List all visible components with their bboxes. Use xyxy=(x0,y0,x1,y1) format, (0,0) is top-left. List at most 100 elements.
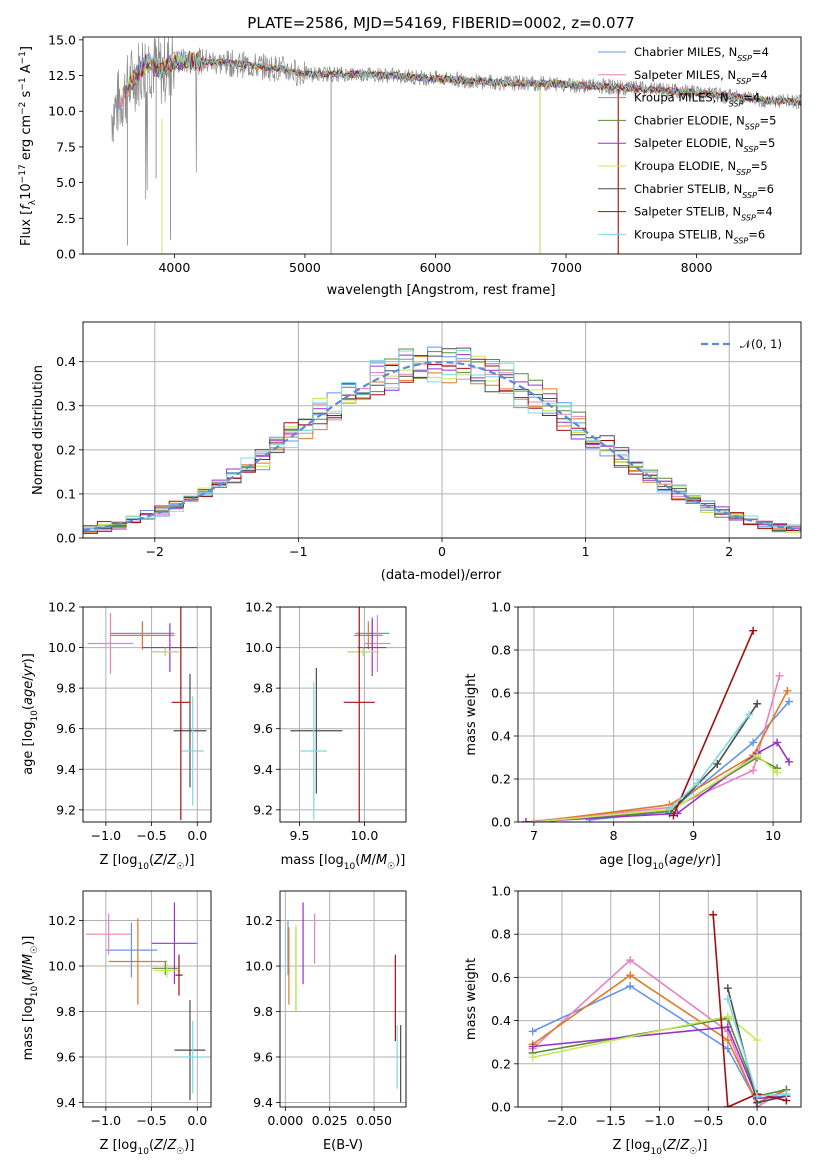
mass-weight-marker xyxy=(749,738,758,747)
mass-weight-line-salpeter-stelib xyxy=(712,914,787,1107)
residuals-frame xyxy=(82,321,802,539)
x-tick-label: 8 xyxy=(610,828,618,843)
y-tick-label: 15.0 xyxy=(48,32,76,47)
mass-weight-line-chabrier-miles xyxy=(589,701,790,821)
y-tick-label: 0.4 xyxy=(491,729,511,744)
x-tick-label: 0.025 xyxy=(312,1113,348,1128)
mass-weight-vs-Z-lines xyxy=(528,910,791,1107)
data-spectrum-line xyxy=(111,37,801,200)
y-tick-label: 9.8 xyxy=(56,681,76,696)
mass-vs-Z-frame xyxy=(82,890,212,1108)
legend-label: Kroupa MILES, NSSP=4 xyxy=(634,91,760,109)
x-tick-label: 6000 xyxy=(420,260,452,275)
y-tick-label: 0.1 xyxy=(56,486,76,501)
y-tick-label: 0.4 xyxy=(56,354,76,369)
mass-vs-ebv-points xyxy=(287,902,402,1103)
y-tick-label: 10.0 xyxy=(245,959,273,974)
mass-weight-marker xyxy=(693,779,702,788)
mass-weight-marker xyxy=(753,751,762,760)
y-tick-label: 10.0 xyxy=(48,104,76,119)
mass-weight-marker xyxy=(782,1090,791,1099)
mass-weight-vs-age-lines xyxy=(521,626,794,822)
age-vs-Z-points xyxy=(87,607,207,820)
mass-weight-marker xyxy=(529,818,538,822)
mass-weight-marker xyxy=(749,766,758,775)
spectrum-frame xyxy=(82,36,802,255)
x-tick-label: 10.0 xyxy=(351,828,379,843)
mass-weight-marker xyxy=(723,1103,732,1107)
mass-ylabel: mass [log10(M/M☉)] xyxy=(21,936,40,1061)
y-tick-label: 0.4 xyxy=(491,1013,511,1028)
x-tick-label: 0 xyxy=(438,544,446,559)
residuals-ylabel: Normed distribution xyxy=(31,365,46,495)
y-tick-label: 10.2 xyxy=(48,600,76,615)
y-tick-label: 0.2 xyxy=(491,772,511,787)
mass-weight-marker xyxy=(528,1042,537,1051)
x-tick-label: 8000 xyxy=(681,260,713,275)
mass-weight-line-salpeter-stelib xyxy=(672,630,754,816)
y-tick-label: 0.2 xyxy=(56,442,76,457)
legend-label: Salpeter ELODIE, NSSP=5 xyxy=(634,136,775,154)
mass-weight-marker xyxy=(753,1036,762,1045)
residuals-xlabel: (data-model)/error xyxy=(381,568,502,583)
mass-weight-marker xyxy=(723,1036,732,1045)
x-tick-label: −1.0 xyxy=(91,828,121,843)
mass-weight-vs-age-ylabel: mass weight xyxy=(464,673,479,755)
y-tick-label: 0.0 xyxy=(56,531,76,546)
mass-weight-line-kroupa-miles xyxy=(533,690,789,822)
mass-vs-Z-xlabel: Z [log10(Z/Z☉)] xyxy=(100,1138,195,1157)
x-tick-label: 10 xyxy=(765,828,781,843)
x-tick-label: −1 xyxy=(289,544,307,559)
x-tick-label: −2.0 xyxy=(547,1113,577,1128)
ebv-xlabel: E(B-V) xyxy=(323,1138,363,1153)
x-tick-label: 9.5 xyxy=(290,828,310,843)
x-tick-label: 0.0 xyxy=(187,828,207,843)
mass-weight-marker xyxy=(785,757,794,766)
mass-vs-ebv-axes: 0.000 0.025 0.050 9.4 9.6 9.8 10.0 10.2 xyxy=(245,891,406,1128)
y-tick-label: 9.4 xyxy=(56,762,76,777)
y-tick-label: 0.0 xyxy=(56,247,76,262)
y-tick-label: 0.8 xyxy=(491,643,511,658)
y-tick-label: 9.6 xyxy=(56,721,76,736)
y-tick-label: 0.0 xyxy=(491,815,511,830)
mass-weight-marker xyxy=(745,710,754,719)
y-tick-label: 7.5 xyxy=(56,139,76,154)
age-vs-mass-frame xyxy=(279,606,407,823)
y-tick-label: 9.8 xyxy=(56,1004,76,1019)
x-tick-label: 5000 xyxy=(289,260,321,275)
mass-weight-line-kroupa-elodie xyxy=(533,754,778,822)
mass-weight-line-chabrier-elodie xyxy=(533,756,778,822)
y-tick-label: 9.8 xyxy=(253,681,273,696)
x-tick-label: 0.050 xyxy=(356,1113,392,1128)
mass-weight-marker xyxy=(773,768,782,777)
mw-age-xlabel: age [log10(age/yr)] xyxy=(599,853,721,872)
spectrum-traces xyxy=(111,37,801,254)
legend-label: Chabrier STELIB, NSSP=6 xyxy=(634,182,774,200)
age-vs-mass-xlabel: mass [log10(M/M☉)] xyxy=(281,853,406,872)
y-tick-label: 0.6 xyxy=(491,686,511,701)
mass-weight-marker xyxy=(528,1053,537,1062)
y-tick-label: 0.0 xyxy=(491,1100,511,1115)
x-tick-label: 0.0 xyxy=(187,1113,207,1128)
legend-label: Kroupa STELIB, NSSP=6 xyxy=(634,227,765,245)
mass-weight-marker xyxy=(783,686,792,695)
mass-weight-marker xyxy=(773,738,782,747)
mass-weight-line-kroupa-stelib xyxy=(668,714,750,810)
mass-weight-marker xyxy=(626,971,635,980)
x-tick-label: 1 xyxy=(582,544,590,559)
mass-weight-marker xyxy=(626,982,635,991)
y-tick-label: 9.2 xyxy=(253,802,273,817)
legend-label: Kroupa ELODIE, NSSP=5 xyxy=(634,159,768,177)
age-ylabel: age [log10(age/yr)] xyxy=(21,653,40,775)
mass-vs-Z-points xyxy=(85,902,206,1101)
mass-weight-marker xyxy=(626,956,635,965)
mass-weight-marker xyxy=(713,759,722,768)
y-tick-label: 0.6 xyxy=(491,970,511,985)
x-tick-label: −1.0 xyxy=(644,1113,674,1128)
model-spectrum-kroupa-stelib xyxy=(132,51,801,106)
mass-weight-marker xyxy=(753,699,762,708)
y-tick-label: 5.0 xyxy=(56,175,76,190)
y-tick-label: 0.3 xyxy=(56,398,76,413)
y-tick-label: 12.5 xyxy=(48,68,76,83)
